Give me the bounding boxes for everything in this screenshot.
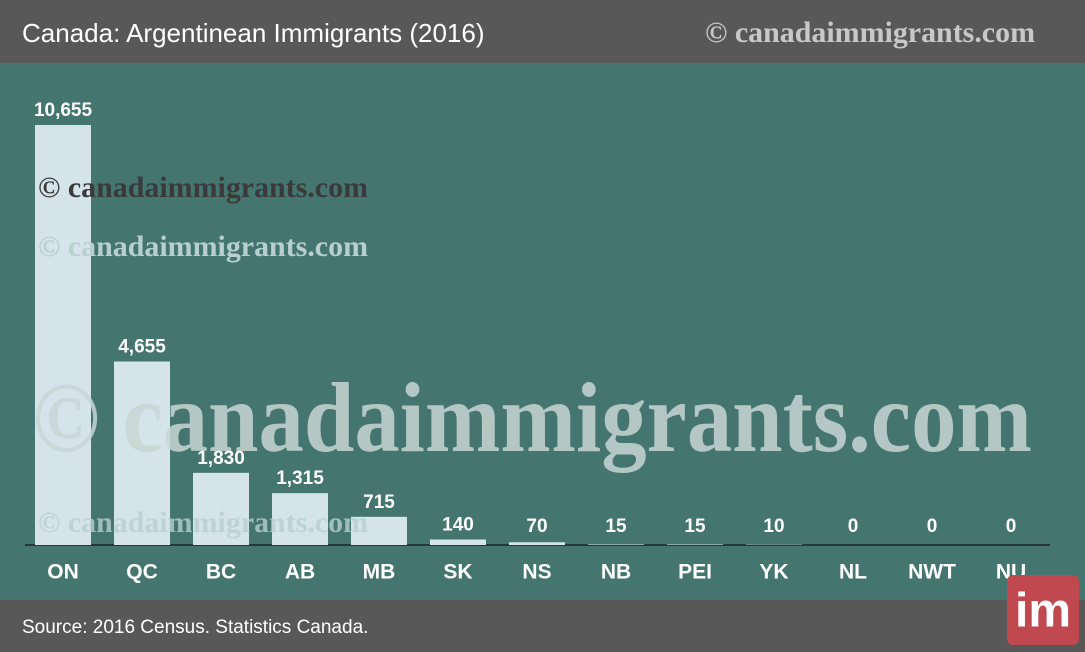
value-label: 0 bbox=[1006, 516, 1017, 537]
bar bbox=[588, 544, 644, 545]
x-tick-label: NB bbox=[601, 561, 631, 584]
value-label: 1,315 bbox=[276, 468, 324, 489]
value-label: 15 bbox=[605, 516, 627, 537]
value-label: 10,655 bbox=[34, 100, 93, 121]
watermark: © canadaimmigrants.com bbox=[32, 362, 1032, 473]
bar bbox=[509, 542, 565, 545]
watermark: © canadaimmigrants.com bbox=[38, 506, 368, 539]
footer bbox=[0, 600, 1085, 652]
bar bbox=[667, 544, 723, 545]
chart-title: Canada: Argentinean Immigrants (2016) bbox=[22, 18, 485, 48]
x-tick-label: NS bbox=[522, 561, 551, 584]
value-label: 715 bbox=[363, 492, 395, 513]
watermark: © canadaimmigrants.com bbox=[38, 171, 368, 204]
x-tick-label: NL bbox=[839, 561, 867, 584]
x-tick-label: BC bbox=[206, 561, 236, 584]
x-tick-label: YK bbox=[759, 561, 788, 584]
bar bbox=[430, 539, 486, 545]
value-label: 70 bbox=[526, 516, 547, 537]
bar bbox=[193, 472, 249, 545]
watermark: © canadaimmigrants.com bbox=[38, 230, 368, 263]
value-label: 0 bbox=[848, 516, 859, 537]
bar bbox=[272, 493, 328, 545]
x-tick-label: PEI bbox=[678, 561, 712, 584]
x-tick-label: MB bbox=[363, 561, 396, 584]
source: Source: 2016 Census. Statistics Canada. bbox=[22, 617, 368, 638]
bar bbox=[35, 125, 91, 545]
logo-box bbox=[1007, 575, 1079, 645]
x-tick-label: QC bbox=[126, 561, 158, 584]
bar bbox=[114, 361, 170, 545]
x-tick-label: AB bbox=[285, 561, 315, 584]
value-label: 10 bbox=[763, 516, 784, 537]
value-label: 1,830 bbox=[197, 448, 245, 469]
value-label: 140 bbox=[442, 514, 474, 535]
x-tick-label: ON bbox=[47, 561, 79, 584]
value-label: 4,655 bbox=[118, 337, 166, 358]
value-label: 15 bbox=[684, 516, 706, 537]
logo: im bbox=[1015, 585, 1071, 638]
value-label: 0 bbox=[927, 516, 938, 537]
header bbox=[0, 0, 1085, 63]
bar bbox=[351, 516, 407, 545]
header-watermark: © canadaimmigrants.com bbox=[705, 16, 1035, 49]
x-tick-label: SK bbox=[443, 561, 472, 584]
x-tick-label: NWT bbox=[908, 561, 956, 584]
